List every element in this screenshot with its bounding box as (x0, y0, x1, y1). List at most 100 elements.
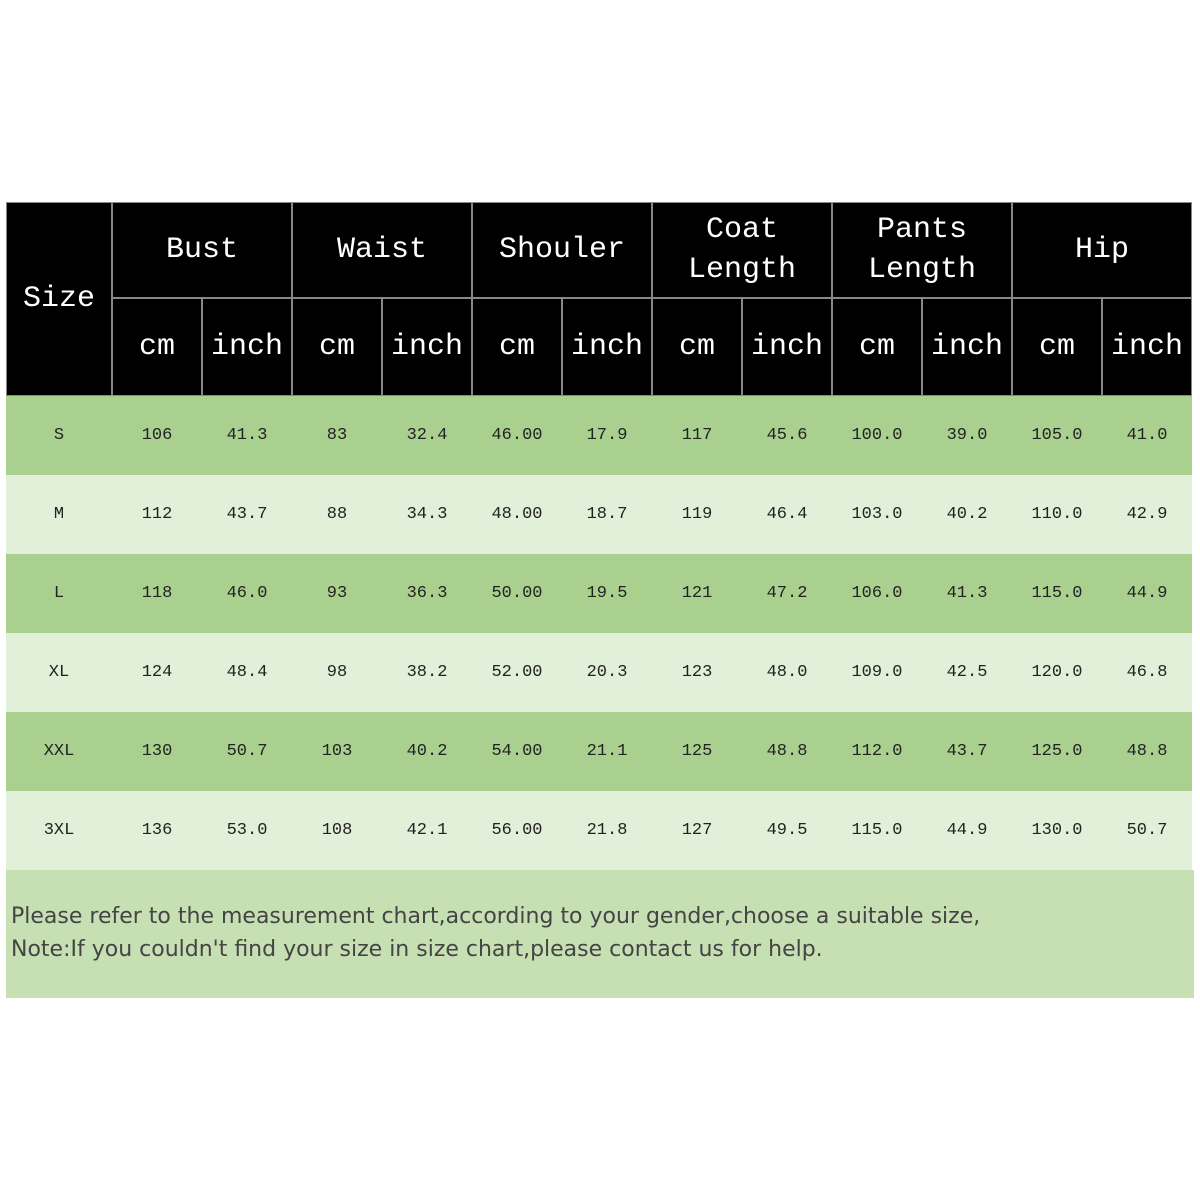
unit-header: cm (112, 298, 202, 396)
measure-cell: 48.8 (1102, 712, 1192, 791)
measure-cell: 21.8 (562, 791, 652, 870)
size-cell: XXL (6, 712, 112, 791)
unit-header: cm (292, 298, 382, 396)
measure-cell: 56.00 (472, 791, 562, 870)
measure-cell: 50.7 (202, 712, 292, 791)
measure-cell: 117 (652, 396, 742, 475)
size-cell: M (6, 475, 112, 554)
measure-cell: 105.0 (1012, 396, 1102, 475)
group-header: Shouler (472, 202, 652, 298)
measure-cell: 88 (292, 475, 382, 554)
measure-cell: 48.8 (742, 712, 832, 791)
group-header: Hip (1012, 202, 1192, 298)
note-line: Please refer to the measurement chart,ac… (11, 904, 981, 929)
unit-header: cm (832, 298, 922, 396)
measure-cell: 48.0 (742, 633, 832, 712)
unit-header: inch (382, 298, 472, 396)
group-header: Waist (292, 202, 472, 298)
measure-cell: 83 (292, 396, 382, 475)
measure-cell: 98 (292, 633, 382, 712)
measure-cell: 39.0 (922, 396, 1012, 475)
unit-header: cm (1012, 298, 1102, 396)
measure-cell: 103.0 (832, 475, 922, 554)
measure-cell: 125 (652, 712, 742, 791)
measure-cell: 118 (112, 554, 202, 633)
measure-cell: 54.00 (472, 712, 562, 791)
measure-cell: 36.3 (382, 554, 472, 633)
measure-cell: 43.7 (922, 712, 1012, 791)
group-header: Pants Length (832, 202, 1012, 298)
unit-header: cm (472, 298, 562, 396)
measure-cell: 46.8 (1102, 633, 1192, 712)
measure-cell: 119 (652, 475, 742, 554)
size-header: Size (6, 202, 112, 396)
measure-cell: 127 (652, 791, 742, 870)
measure-cell: 50.7 (1102, 791, 1192, 870)
measure-cell: 21.1 (562, 712, 652, 791)
measure-cell: 43.7 (202, 475, 292, 554)
unit-header: inch (742, 298, 832, 396)
measure-cell: 40.2 (922, 475, 1012, 554)
measure-cell: 93 (292, 554, 382, 633)
unit-header: inch (922, 298, 1012, 396)
measure-cell: 124 (112, 633, 202, 712)
measure-cell: 53.0 (202, 791, 292, 870)
measure-cell: 18.7 (562, 475, 652, 554)
measure-cell: 17.9 (562, 396, 652, 475)
measure-cell: 42.9 (1102, 475, 1192, 554)
measure-cell: 103 (292, 712, 382, 791)
measure-cell: 19.5 (562, 554, 652, 633)
measure-cell: 44.9 (1102, 554, 1192, 633)
unit-header: inch (202, 298, 292, 396)
group-header: Bust (112, 202, 292, 298)
measure-cell: 46.00 (472, 396, 562, 475)
measure-cell: 44.9 (922, 791, 1012, 870)
measure-cell: 20.3 (562, 633, 652, 712)
measure-cell: 41.3 (202, 396, 292, 475)
measure-cell: 121 (652, 554, 742, 633)
measure-cell: 112.0 (832, 712, 922, 791)
measure-cell: 40.2 (382, 712, 472, 791)
measure-cell: 42.5 (922, 633, 1012, 712)
measure-cell: 41.3 (922, 554, 1012, 633)
measure-cell: 108 (292, 791, 382, 870)
measure-cell: 46.0 (202, 554, 292, 633)
size-cell: S (6, 396, 112, 475)
measure-cell: 120.0 (1012, 633, 1102, 712)
measure-cell: 41.0 (1102, 396, 1192, 475)
note-line: Note:If you couldn't find your size in s… (11, 937, 823, 962)
measure-cell: 48.4 (202, 633, 292, 712)
measure-cell: 49.5 (742, 791, 832, 870)
measure-cell: 110.0 (1012, 475, 1102, 554)
measure-cell: 109.0 (832, 633, 922, 712)
measure-cell: 32.4 (382, 396, 472, 475)
measure-cell: 45.6 (742, 396, 832, 475)
unit-header: cm (652, 298, 742, 396)
measure-cell: 115.0 (1012, 554, 1102, 633)
measure-cell: 52.00 (472, 633, 562, 712)
measure-cell: 50.00 (472, 554, 562, 633)
measure-cell: 125.0 (1012, 712, 1102, 791)
measure-cell: 34.3 (382, 475, 472, 554)
measure-cell: 130.0 (1012, 791, 1102, 870)
unit-header: inch (1102, 298, 1192, 396)
measure-cell: 47.2 (742, 554, 832, 633)
measure-cell: 123 (652, 633, 742, 712)
size-cell: 3XL (6, 791, 112, 870)
measure-cell: 48.00 (472, 475, 562, 554)
measure-cell: 46.4 (742, 475, 832, 554)
unit-header: inch (562, 298, 652, 396)
measure-cell: 130 (112, 712, 202, 791)
measure-cell: 115.0 (832, 791, 922, 870)
measure-cell: 38.2 (382, 633, 472, 712)
note: Please refer to the measurement chart,ac… (6, 870, 1194, 998)
size-cell: XL (6, 633, 112, 712)
group-header: Coat Length (652, 202, 832, 298)
measure-cell: 106.0 (832, 554, 922, 633)
measure-cell: 112 (112, 475, 202, 554)
measure-cell: 100.0 (832, 396, 922, 475)
size-cell: L (6, 554, 112, 633)
measure-cell: 136 (112, 791, 202, 870)
measure-cell: 42.1 (382, 791, 472, 870)
